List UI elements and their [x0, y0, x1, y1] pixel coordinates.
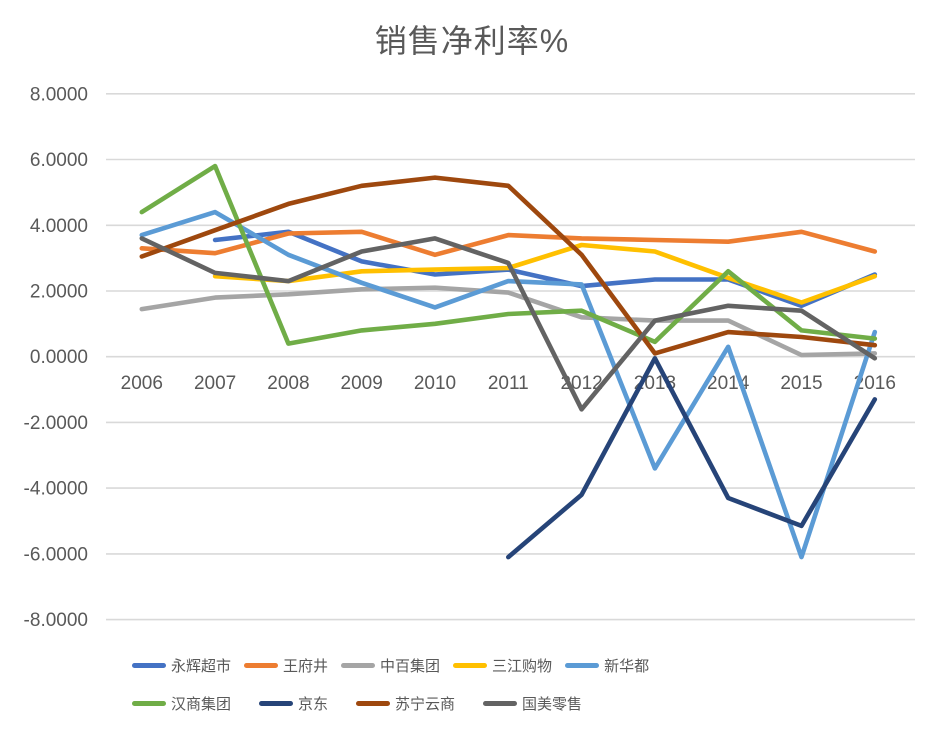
legend-swatch	[132, 662, 166, 668]
legend-item: 永辉超市	[132, 655, 231, 676]
x-tick-label: 2008	[267, 373, 309, 394]
series-line-京东	[505, 355, 878, 560]
series-line-三江购物	[212, 242, 878, 305]
legend-label: 中百集团	[380, 657, 441, 675]
legend-swatch	[259, 700, 294, 706]
y-tick-label: 2.0000	[30, 282, 88, 303]
legend-item: 三江购物	[453, 655, 552, 676]
legend-row-1: 永辉超市 王府井 中百集团 三江购物 新华都	[132, 652, 912, 678]
legend-label: 新华都	[604, 657, 650, 675]
legend-label: 王府井	[283, 657, 329, 675]
legend-item: 京东	[259, 693, 328, 714]
legend-label: 永辉超市	[171, 657, 232, 675]
legend-swatch	[453, 662, 488, 668]
legend-item: 苏宁云商	[356, 693, 455, 714]
legend-label: 京东	[298, 695, 329, 713]
legend-label: 国美零售	[522, 695, 583, 713]
y-tick-label: 4.0000	[30, 216, 88, 237]
legend-item: 汉商集团	[132, 693, 231, 714]
legend-label: 三江购物	[492, 657, 553, 675]
legend-item: 新华都	[565, 655, 649, 676]
legend-swatch	[483, 700, 518, 706]
legend-swatch	[132, 700, 166, 706]
legend-swatch	[565, 662, 600, 668]
series-line-中百集团	[139, 285, 878, 358]
x-tick-label: 2016	[854, 373, 896, 394]
y-tick-label: 8.0000	[30, 84, 88, 105]
x-tick-label: 2015	[780, 373, 822, 394]
y-tick-label: -6.0000	[24, 544, 88, 565]
legend-swatch	[341, 662, 376, 668]
x-tick-label: 2009	[341, 373, 383, 394]
series-line-苏宁云商	[139, 175, 878, 356]
y-tick-label: -4.0000	[24, 479, 88, 500]
y-tick-label: -8.0000	[24, 610, 88, 631]
series-line-国美零售	[139, 236, 878, 412]
series-line-新华都	[139, 209, 878, 560]
y-tick-label: 6.0000	[30, 150, 88, 171]
legend-label: 苏宁云商	[395, 695, 456, 713]
y-tick-label: 0.0000	[30, 347, 88, 368]
series-line-永辉超市	[212, 229, 878, 309]
x-tick-label: 2007	[194, 373, 236, 394]
legend-item: 王府井	[244, 655, 328, 676]
x-tick-label: 2011	[488, 373, 529, 394]
legend-row-2: 汉商集团 京东 苏宁云商 国美零售	[132, 690, 912, 716]
x-tick-label: 2010	[414, 373, 456, 394]
chart-title: 销售净利率%	[374, 23, 570, 59]
chart-legend: 永辉超市 王府井 中百集团 三江购物 新华都 汉商集团 京东 苏宁云商 国美零售	[132, 652, 912, 728]
y-tick-label: -2.0000	[24, 413, 88, 434]
legend-swatch	[244, 662, 279, 668]
legend-item: 国美零售	[483, 693, 582, 714]
legend-label: 汉商集团	[171, 695, 232, 713]
x-tick-label: 2006	[121, 373, 163, 394]
legend-item: 中百集团	[341, 655, 440, 676]
legend-swatch	[356, 700, 391, 706]
series-line-汉商集团	[139, 163, 878, 346]
